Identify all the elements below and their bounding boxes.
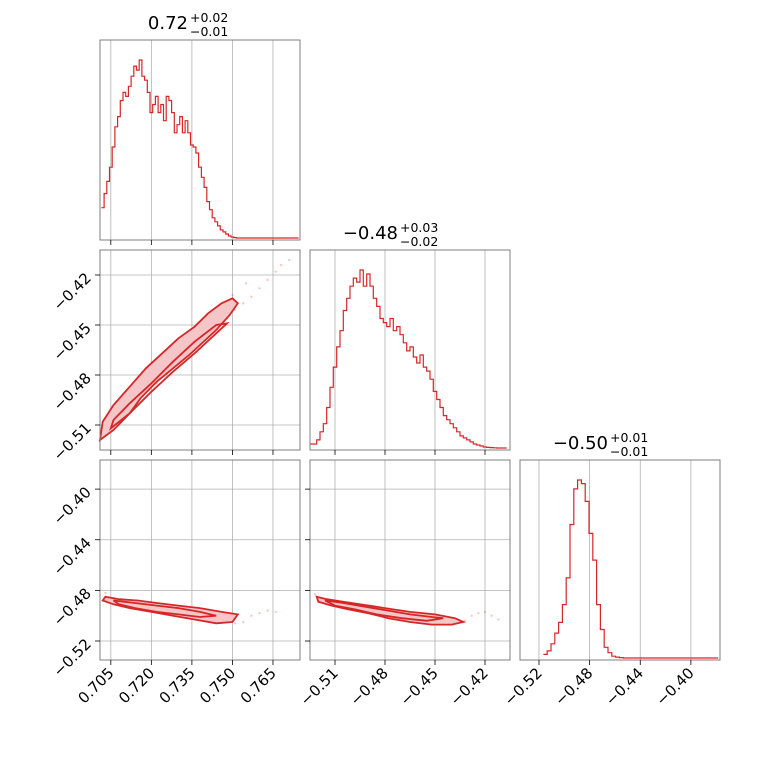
sample-point <box>233 622 237 625</box>
sample-point <box>477 611 480 615</box>
sample-point <box>490 614 493 617</box>
sample-point <box>287 258 291 262</box>
sample-point <box>242 302 245 305</box>
panel-frame <box>309 459 511 661</box>
y-tick-label: −0.42 <box>50 269 95 314</box>
sample-point <box>258 287 261 290</box>
panel-frame <box>519 459 721 661</box>
sample-point <box>470 614 473 617</box>
panel-title-minus: −0.02 <box>400 234 438 249</box>
y-tick-label: −0.51 <box>50 419 95 464</box>
contour-fill <box>100 298 238 440</box>
panel-frame <box>99 459 301 661</box>
scatter-panel-1-2: −0.51 −0.48 −0.45 −0.42 <box>297 459 511 709</box>
y-tick-label: −0.44 <box>50 534 95 579</box>
y-tick-label: −0.40 <box>50 483 95 528</box>
sample-point <box>266 609 269 612</box>
x-tick-label: −0.48 <box>347 664 392 709</box>
panel-title-median: −0.50 <box>553 433 608 454</box>
x-tick-label: 0.720 <box>115 664 158 707</box>
y-tick-label: −0.48 <box>50 584 95 629</box>
panel-title-median: 0.72 <box>148 13 188 34</box>
sample-point <box>274 270 277 273</box>
x-tick-label: −0.48 <box>551 664 596 709</box>
contour-level-0 <box>315 595 467 626</box>
panel-title-plus: +0.01 <box>610 430 648 445</box>
y-tick-label: −0.52 <box>50 635 95 680</box>
sample-point <box>104 591 107 595</box>
x-tick-label: −0.42 <box>447 664 492 709</box>
sample-point <box>463 619 467 622</box>
y-tick-label: −0.48 <box>50 369 95 414</box>
x-tick-label: −0.44 <box>602 664 647 709</box>
panel-title-median: −0.48 <box>343 223 398 244</box>
sample-point <box>244 282 248 285</box>
panel-frame <box>99 39 301 241</box>
sample-point <box>231 293 234 297</box>
x-tick-label: 0.750 <box>196 664 239 707</box>
x-tick-label: 0.705 <box>75 664 118 707</box>
x-tick-label: −0.45 <box>397 664 442 709</box>
x-tick-label: −0.51 <box>297 664 342 709</box>
contour-level-1 <box>109 321 230 431</box>
panel-title-plus: +0.03 <box>400 220 438 235</box>
sample-point <box>497 618 500 621</box>
panel-title-minus: −0.01 <box>190 24 228 39</box>
sample-point <box>250 614 253 617</box>
x-tick-label: −0.52 <box>501 664 546 709</box>
sample-point <box>313 592 317 596</box>
panel-title-minus: −0.01 <box>610 444 648 459</box>
contour-level-1 <box>324 599 444 622</box>
x-tick-label: 0.735 <box>156 664 199 707</box>
sample-point <box>242 620 245 624</box>
sample-point <box>266 278 269 282</box>
scatter-panel-0-1: −0.51 −0.48 −0.45 −0.42 <box>50 249 301 464</box>
panel-frame <box>99 249 301 451</box>
panel-frame <box>309 249 511 451</box>
sample-point <box>274 610 277 614</box>
sample-point <box>258 611 261 615</box>
y-tick-label: −0.45 <box>50 319 95 364</box>
panel-title-plus: +0.02 <box>190 10 228 25</box>
histogram-panel-0: 0.72 +0.02−0.01 <box>99 10 301 245</box>
sample-point <box>279 263 283 267</box>
contour-level-0 <box>98 297 239 443</box>
x-tick-label: 0.765 <box>237 664 280 707</box>
histogram-panel-2: −0.50 +0.01−0.01 −0.52 −0.48 −0.44 −0.40 <box>501 430 721 709</box>
histogram-panel-1: −0.48 +0.03−0.02 <box>309 220 511 455</box>
contour-level-1 <box>112 599 217 618</box>
histogram-step-line <box>310 269 507 449</box>
histogram-step-line <box>543 479 719 659</box>
contour-level-0 <box>101 595 240 625</box>
histogram-step-line <box>101 59 299 239</box>
sample-point <box>250 295 253 298</box>
x-tick-label: −0.40 <box>652 664 697 709</box>
sample-point <box>483 610 487 614</box>
